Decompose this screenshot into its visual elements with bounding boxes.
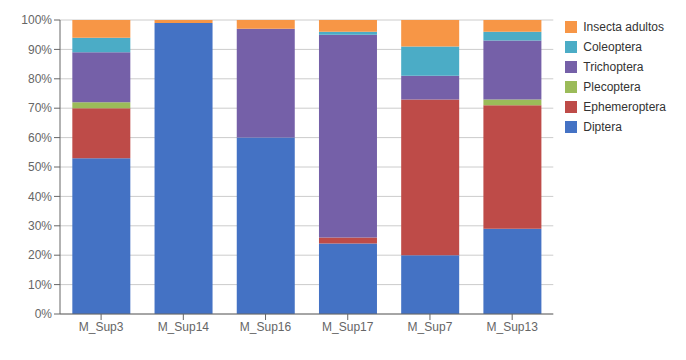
svg-text:M_Sup14: M_Sup14 [158, 320, 210, 334]
svg-text:M_Sup7: M_Sup7 [408, 320, 453, 334]
svg-text:20%: 20% [28, 248, 52, 262]
svg-text:90%: 90% [28, 43, 52, 57]
svg-text:50%: 50% [28, 160, 52, 174]
svg-text:80%: 80% [28, 72, 52, 86]
svg-text:M_Sup17: M_Sup17 [322, 320, 374, 334]
html-text:Diptera: Diptera [583, 120, 622, 134]
svg-text:M_Sup16: M_Sup16 [240, 320, 292, 334]
svg-text:10%: 10% [28, 278, 52, 292]
svg-text:60%: 60% [28, 131, 52, 145]
svg-text:M_Sup13: M_Sup13 [486, 320, 538, 334]
svg-text:40%: 40% [28, 190, 52, 204]
html-text:Ephemeroptera: Ephemeroptera [583, 100, 666, 114]
svg-text:70%: 70% [28, 101, 52, 115]
svg-text:M_Sup3: M_Sup3 [79, 320, 124, 334]
html-text:Plecoptera: Plecoptera [583, 80, 641, 94]
html-text:Insecta adultos: Insecta adultos [583, 20, 664, 34]
html-text:Coleoptera: Coleoptera [583, 40, 642, 54]
svg-text:0%: 0% [35, 307, 53, 321]
html-text:Trichoptera: Trichoptera [583, 60, 644, 74]
svg-text:30%: 30% [28, 219, 52, 233]
svg-text:100%: 100% [21, 13, 52, 27]
